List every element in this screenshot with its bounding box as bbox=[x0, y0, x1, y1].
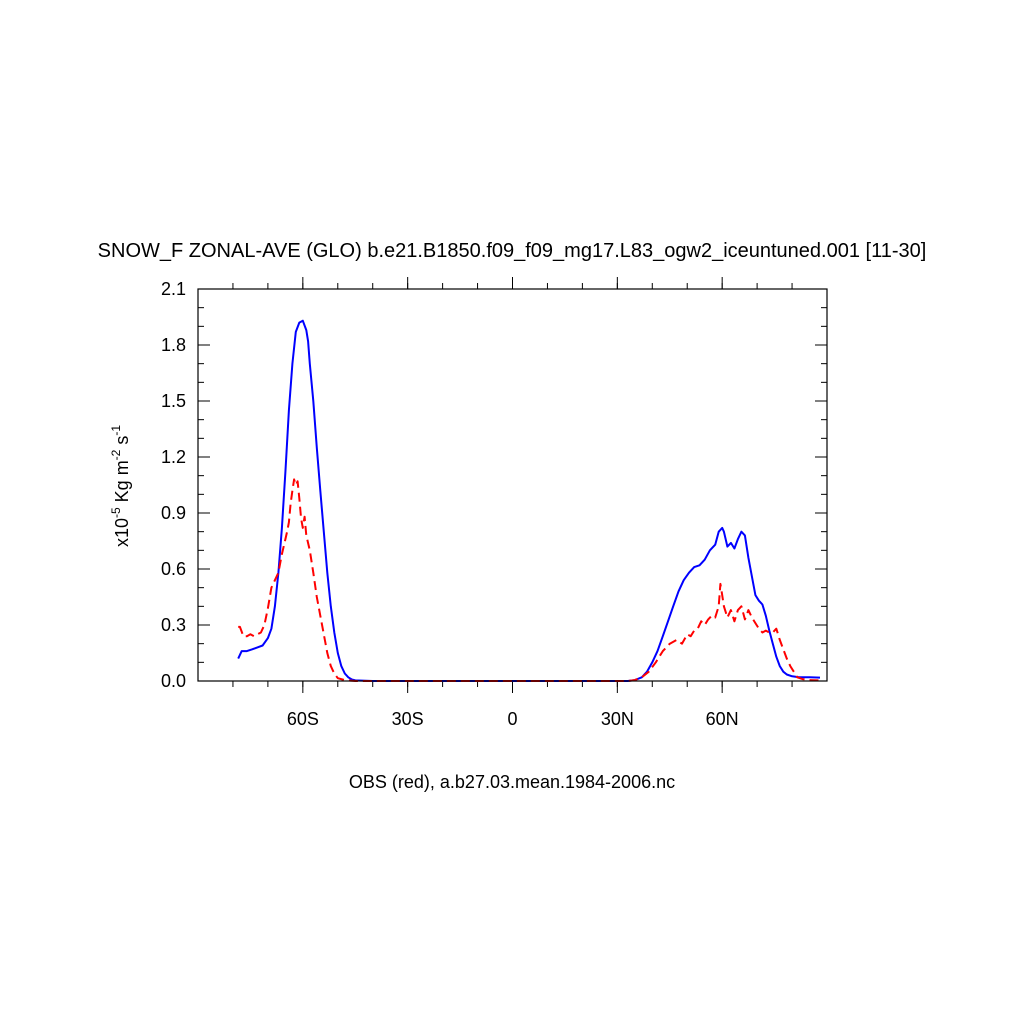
x-tick-label: 30N bbox=[601, 709, 634, 729]
y-label-unit-exp: -2 bbox=[109, 449, 123, 460]
obs-series-line bbox=[238, 478, 821, 682]
y-axis-label: x10-5 Kg m-2 s-1 bbox=[109, 425, 132, 547]
y-tick-label: 0.6 bbox=[161, 559, 186, 579]
chart-title: SNOW_F ZONAL-AVE (GLO) b.e21.B1850.f09_f… bbox=[98, 240, 927, 262]
y-label-unit: Kg m bbox=[112, 460, 132, 507]
y-tick-label: 0.9 bbox=[161, 503, 186, 523]
x-axis-label: OBS (red), a.b27.03.mean.1984-2006.nc bbox=[349, 772, 675, 792]
y-label-unit2: s bbox=[112, 436, 132, 450]
y-label-prefix: x10 bbox=[112, 518, 132, 547]
x-tick-label: 30S bbox=[392, 709, 424, 729]
x-tick-label: 0 bbox=[507, 709, 517, 729]
y-label-unit2-exp: -1 bbox=[109, 425, 123, 436]
y-tick-label: 2.1 bbox=[161, 279, 186, 299]
x-tick-label: 60S bbox=[287, 709, 319, 729]
y-tick-label: 0.0 bbox=[161, 671, 186, 691]
y-tick-label: 0.3 bbox=[161, 615, 186, 635]
y-tick-label: 1.8 bbox=[161, 335, 186, 355]
model-series-line bbox=[237, 319, 821, 682]
y-tick-label: 1.5 bbox=[161, 391, 186, 411]
plot-frame bbox=[197, 288, 828, 682]
axis-ticks: 0.0 0.3 0.6 0.9 1.2 1.5 1.8 2.1 60S 30S 0 30N 60N bbox=[161, 277, 827, 729]
x-tick-label: 60N bbox=[706, 709, 739, 729]
y-label-exp: -5 bbox=[109, 507, 123, 518]
svg-text:x10-5 Kg m-2 s-1: x10-5 Kg m-2 s-1 bbox=[109, 425, 132, 547]
data-series bbox=[237, 319, 821, 682]
y-tick-label: 1.2 bbox=[161, 447, 186, 467]
